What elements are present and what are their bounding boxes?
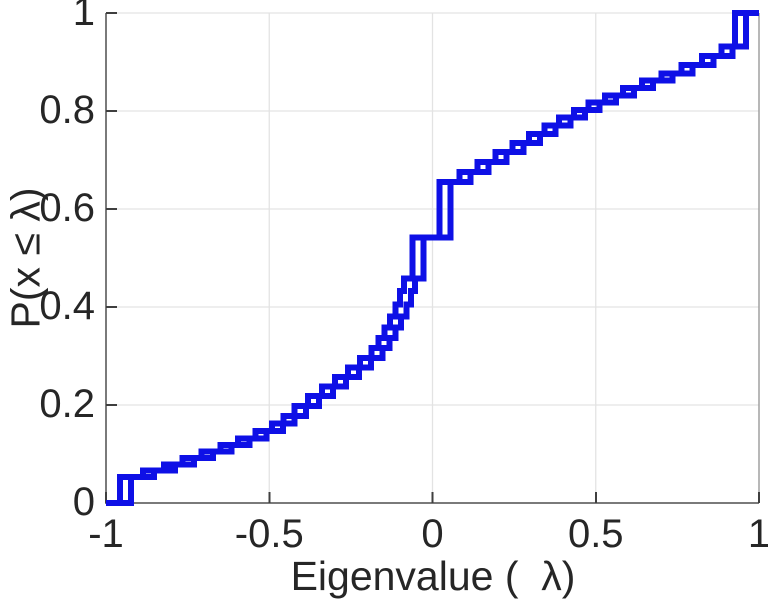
x-tick-label: 1 <box>747 512 768 556</box>
y-tick-label: 0.4 <box>39 284 95 329</box>
x-tick-label: 0 <box>421 512 444 556</box>
x-tick-label: -1 <box>88 512 124 556</box>
y-tick-label: 0 <box>72 480 95 525</box>
y-tick-label: 0.2 <box>39 382 95 427</box>
y-tick-label: 1 <box>72 0 95 35</box>
x-tick-label: 0.5 <box>567 512 624 556</box>
x-tick-label: -0.5 <box>234 512 304 556</box>
x-axis-label: Eigenvalue ( λ) <box>290 553 576 599</box>
y-tick-label: 0.8 <box>39 88 95 133</box>
y-tick-label: 0.6 <box>39 186 95 231</box>
ecdf-curve-2 <box>106 10 759 506</box>
